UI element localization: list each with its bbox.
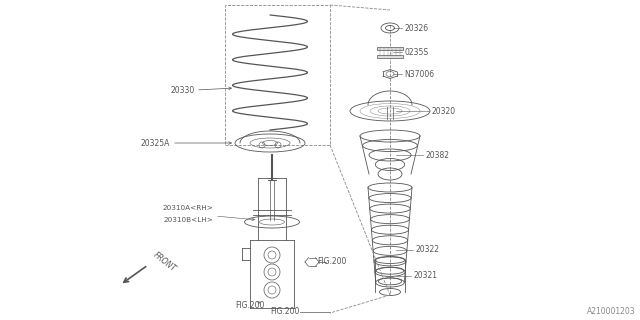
Text: 20320: 20320 [431, 107, 455, 116]
Text: FIG.200: FIG.200 [317, 258, 346, 267]
Text: FIG.200: FIG.200 [271, 308, 300, 316]
Text: 20321: 20321 [413, 271, 437, 281]
Text: FRONT: FRONT [152, 251, 178, 274]
Text: N37006: N37006 [404, 69, 434, 78]
Text: 20310A<RH>: 20310A<RH> [162, 205, 213, 211]
Bar [377, 46, 403, 50]
Text: 20310B<LH>: 20310B<LH> [163, 217, 213, 223]
Text: 20326: 20326 [404, 23, 428, 33]
Text: 0235S: 0235S [404, 47, 428, 57]
Text: 20325A: 20325A [141, 139, 170, 148]
Text: 20330: 20330 [171, 85, 195, 94]
Bar [377, 54, 403, 58]
Text: 20382: 20382 [425, 150, 449, 159]
Text: 20322: 20322 [415, 245, 439, 254]
Bar [225, 5, 330, 145]
Text: FIG.200: FIG.200 [235, 300, 264, 309]
Text: A210001203: A210001203 [588, 307, 636, 316]
